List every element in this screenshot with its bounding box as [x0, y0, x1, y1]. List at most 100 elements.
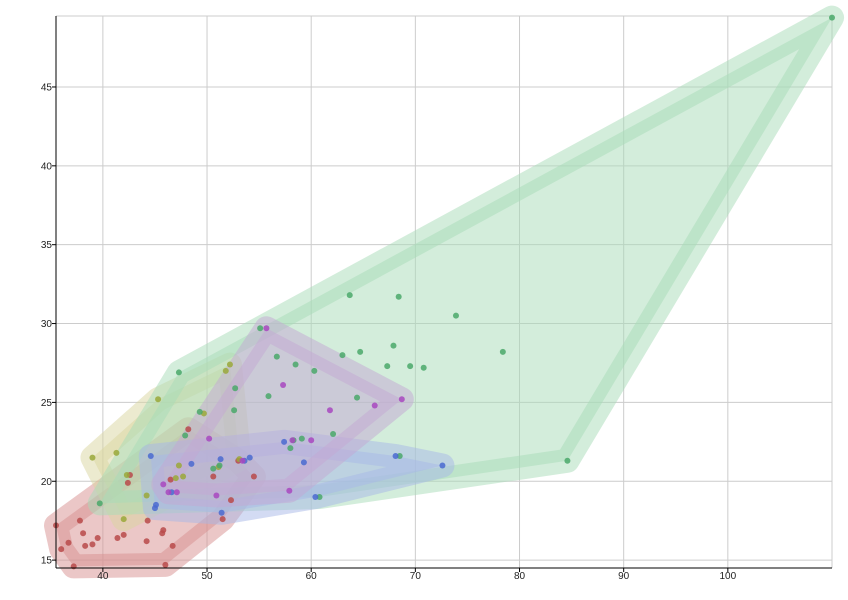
data-point-group-3[interactable]	[96, 500, 103, 507]
data-point-group-1[interactable]	[65, 539, 72, 546]
data-point-group-3[interactable]	[452, 312, 459, 319]
data-point-group-5[interactable]	[280, 382, 287, 389]
data-point-group-3[interactable]	[396, 453, 403, 460]
data-point-group-3[interactable]	[298, 435, 305, 442]
y-tick-label: 40	[41, 161, 53, 172]
data-point-group-5[interactable]	[239, 457, 246, 464]
data-point-group-1[interactable]	[80, 530, 87, 537]
data-point-group-3[interactable]	[311, 367, 318, 374]
data-point-group-5[interactable]	[213, 492, 220, 499]
data-point-group-3[interactable]	[216, 462, 223, 469]
data-point-group-1[interactable]	[94, 535, 101, 542]
data-point-group-1[interactable]	[250, 473, 257, 480]
data-point-group-3[interactable]	[395, 293, 402, 300]
x-tick-label: 60	[306, 571, 318, 582]
data-point-group-4[interactable]	[392, 453, 399, 460]
data-point-group-2[interactable]	[222, 367, 229, 374]
data-point-group-3[interactable]	[564, 457, 571, 464]
data-point-group-5[interactable]	[371, 402, 378, 409]
data-point-group-3[interactable]	[175, 369, 182, 376]
data-point-group-1[interactable]	[114, 535, 121, 542]
data-point-group-3[interactable]	[339, 352, 346, 359]
y-tick-label: 15	[41, 556, 53, 567]
data-point-group-1[interactable]	[185, 426, 192, 433]
data-point-group-1[interactable]	[219, 516, 226, 523]
data-point-group-5[interactable]	[286, 487, 293, 494]
data-point-group-2[interactable]	[226, 361, 233, 368]
data-point-group-5[interactable]	[165, 489, 172, 496]
data-point-group-3[interactable]	[346, 292, 353, 299]
data-point-group-5[interactable]	[173, 489, 180, 496]
y-tick-label: 20	[41, 477, 53, 488]
data-point-group-3[interactable]	[257, 325, 264, 332]
data-point-group-3[interactable]	[384, 363, 391, 370]
data-point-group-3[interactable]	[357, 348, 364, 355]
data-point-group-2[interactable]	[120, 516, 127, 523]
data-point-group-1[interactable]	[124, 479, 131, 486]
data-point-group-4[interactable]	[218, 509, 225, 516]
data-point-group-1[interactable]	[162, 561, 169, 568]
data-point-group-5[interactable]	[263, 325, 270, 332]
data-point-group-1[interactable]	[58, 546, 65, 553]
data-point-group-4[interactable]	[217, 456, 224, 463]
data-point-group-3[interactable]	[273, 353, 280, 360]
data-point-group-3[interactable]	[292, 361, 299, 368]
data-point-group-4[interactable]	[439, 462, 446, 469]
x-tick-label: 80	[514, 571, 526, 582]
data-point-group-3[interactable]	[354, 394, 361, 401]
data-point-group-2[interactable]	[172, 475, 179, 482]
data-point-group-4[interactable]	[312, 494, 319, 501]
data-point-group-3[interactable]	[420, 364, 427, 371]
y-tick-label: 45	[41, 82, 53, 93]
data-point-group-1[interactable]	[89, 541, 96, 548]
data-point-group-5[interactable]	[308, 437, 315, 444]
data-point-group-3[interactable]	[231, 407, 238, 414]
data-point-group-4[interactable]	[246, 454, 253, 461]
data-point-group-1[interactable]	[144, 517, 151, 524]
data-point-group-1[interactable]	[143, 538, 150, 545]
data-point-group-1[interactable]	[70, 563, 77, 570]
data-point-group-3[interactable]	[407, 363, 414, 370]
data-point-group-5[interactable]	[206, 435, 213, 442]
x-tick-label: 100	[719, 571, 736, 582]
data-points	[53, 14, 835, 570]
x-tick-label: 90	[618, 571, 630, 582]
data-point-group-3[interactable]	[182, 432, 189, 439]
data-point-group-3[interactable]	[829, 14, 835, 21]
data-point-group-3[interactable]	[287, 445, 294, 452]
data-point-group-1[interactable]	[167, 476, 174, 483]
data-point-group-2[interactable]	[180, 473, 187, 480]
data-point-group-3[interactable]	[316, 494, 323, 501]
data-point-group-3[interactable]	[330, 430, 337, 437]
data-point-group-3[interactable]	[499, 348, 506, 355]
data-point-group-5[interactable]	[289, 437, 296, 444]
data-point-group-1[interactable]	[76, 517, 83, 524]
data-point-group-2[interactable]	[175, 462, 182, 469]
data-point-group-3[interactable]	[390, 342, 397, 349]
data-point-group-1[interactable]	[160, 527, 167, 534]
data-point-group-4[interactable]	[300, 459, 307, 466]
data-point-group-1[interactable]	[82, 542, 89, 549]
data-point-group-2[interactable]	[143, 492, 150, 499]
data-point-group-4[interactable]	[188, 460, 195, 467]
group-hulls	[44, 5, 844, 579]
data-point-group-1[interactable]	[169, 542, 176, 549]
data-point-group-4[interactable]	[152, 501, 159, 508]
data-point-group-3[interactable]	[232, 385, 239, 392]
x-tick-label: 40	[97, 571, 109, 582]
data-point-group-5[interactable]	[160, 481, 167, 488]
data-point-group-1[interactable]	[210, 473, 217, 480]
data-point-group-2[interactable]	[89, 454, 96, 461]
data-point-group-3[interactable]	[210, 465, 217, 472]
data-point-group-3[interactable]	[265, 393, 272, 400]
data-point-group-2[interactable]	[123, 471, 130, 478]
data-point-group-4[interactable]	[281, 438, 288, 445]
data-point-group-1[interactable]	[227, 497, 234, 504]
data-point-group-4[interactable]	[147, 453, 154, 460]
data-point-group-3[interactable]	[196, 408, 203, 415]
data-point-group-5[interactable]	[398, 396, 405, 403]
data-point-group-2[interactable]	[113, 449, 120, 456]
data-point-group-5[interactable]	[326, 407, 333, 414]
data-point-group-2[interactable]	[155, 396, 162, 403]
data-point-group-1[interactable]	[120, 531, 127, 538]
